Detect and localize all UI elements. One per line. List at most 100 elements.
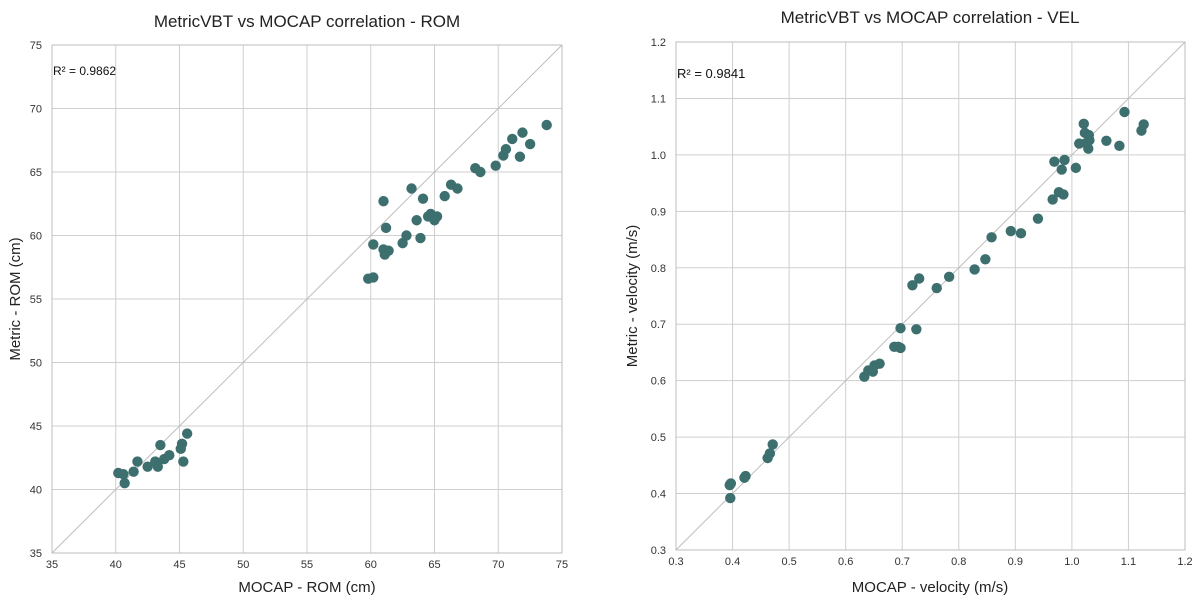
chart-vel-x-tick-label: 0.7 bbox=[895, 556, 910, 568]
chart-vel-y-tick-label: 0.5 bbox=[651, 432, 666, 444]
chart-vel-x-tick-label: 0.4 bbox=[725, 556, 740, 568]
chart-vel-data-point bbox=[931, 282, 942, 294]
chart-rom: MetricVBT vs MOCAP correlation - ROM 35 4… bbox=[7, 12, 568, 596]
chart-vel-y-axis-label: Metric - velocity (m/s) bbox=[624, 225, 641, 368]
chart-rom-data-point bbox=[142, 461, 153, 472]
chart-vel-data-point bbox=[1084, 135, 1095, 146]
chart-vel-y-tick-label: 1.2 bbox=[651, 37, 666, 49]
chart-rom-x-tick-label: 40 bbox=[110, 559, 122, 571]
chart-vel-x-tick-label: 0.6 bbox=[838, 556, 853, 568]
chart-vel-plot-area bbox=[675, 41, 1186, 551]
chart-rom-data-point bbox=[411, 215, 422, 226]
chart-rom-points bbox=[113, 119, 552, 489]
chart-vel-data-point bbox=[1114, 140, 1125, 152]
chart-rom-x-tick-label: 55 bbox=[301, 559, 313, 571]
chart-rom-data-point bbox=[368, 272, 379, 283]
chart-rom-x-tick-label: 75 bbox=[556, 559, 568, 571]
chart-rom-data-point bbox=[368, 239, 379, 250]
chart-vel-x-tick-label: 1.0 bbox=[1064, 556, 1079, 568]
chart-rom-y-axis-label: Metric - ROM (cm) bbox=[7, 237, 24, 360]
chart-vel-y-tick-label: 1.0 bbox=[651, 150, 666, 162]
chart-rom-data-point bbox=[517, 127, 528, 138]
chart-rom-y-tick-label: 65 bbox=[30, 167, 42, 179]
chart-rom-y-tick-label: 75 bbox=[30, 40, 42, 52]
chart-rom-data-point bbox=[507, 133, 518, 145]
chart-rom-data-point bbox=[152, 461, 164, 472]
chart-vel-points bbox=[724, 106, 1149, 504]
chart-vel-data-point bbox=[1058, 189, 1069, 200]
chart-vel-data-point bbox=[1015, 228, 1027, 239]
chart-vel-data-point bbox=[767, 439, 778, 450]
chart-vel-identity-line bbox=[675, 41, 1186, 551]
chart-vel-data-point bbox=[1083, 143, 1094, 154]
chart-rom-data-point bbox=[383, 245, 394, 256]
chart-vel-data-point bbox=[969, 264, 980, 275]
chart-rom-data-point bbox=[181, 428, 193, 439]
chart-rom-x-tick-label: 35 bbox=[46, 559, 58, 571]
chart-vel-y-tick-label: 0.3 bbox=[651, 545, 666, 557]
chart-vel-data-point bbox=[874, 358, 885, 369]
chart-rom-data-point bbox=[417, 193, 429, 204]
chart-vel-data-point bbox=[943, 271, 955, 283]
chart-rom-ticks: 35 40 45 50 55 60 65 70 75 35 40 45 50 55 60 65 70 75 bbox=[30, 40, 568, 571]
chart-vel-data-point bbox=[986, 232, 997, 243]
chart-rom-data-point bbox=[119, 477, 130, 489]
chart-vel-data-point bbox=[895, 322, 906, 334]
chart-rom-data-point bbox=[380, 222, 392, 234]
chart-vel-y-tick-label: 0.9 bbox=[651, 206, 666, 218]
chart-rom-data-point bbox=[164, 450, 175, 461]
chart-rom-plot-area bbox=[51, 44, 563, 554]
chart-vel-data-point bbox=[1070, 162, 1082, 174]
chart-vel-data-point bbox=[725, 478, 737, 489]
chart-rom-x-axis-label: MOCAP - ROM (cm) bbox=[238, 579, 375, 596]
chart-rom-y-tick-label: 45 bbox=[30, 421, 42, 433]
chart-vel-data-point bbox=[1101, 135, 1112, 146]
chart-rom-y-tick-label: 40 bbox=[30, 485, 42, 497]
chart-rom-data-point bbox=[406, 183, 417, 194]
chart-rom-data-point bbox=[118, 469, 129, 480]
chart-vel-x-axis-label: MOCAP - velocity (m/s) bbox=[852, 579, 1008, 596]
chart-rom-x-tick-label: 60 bbox=[365, 559, 377, 571]
chart-rom-y-tick-label: 55 bbox=[30, 294, 42, 306]
chart-vel-y-tick-label: 1.1 bbox=[651, 93, 666, 105]
chart-vel-data-point bbox=[911, 324, 922, 335]
chart-vel-data-point bbox=[1032, 213, 1044, 224]
chart-vel-data-point bbox=[1119, 106, 1130, 118]
chart-vel-data-point bbox=[764, 448, 776, 459]
chart-vel-data-point bbox=[1056, 164, 1067, 175]
chart-vel-y-tick-label: 0.6 bbox=[651, 376, 666, 388]
chart-vel-data-point bbox=[980, 254, 991, 265]
chart-vel-y-tick-label: 0.4 bbox=[651, 489, 666, 501]
chart-rom-x-tick-label: 50 bbox=[237, 559, 249, 571]
chart-rom-data-point bbox=[401, 230, 412, 241]
chart-vel-x-tick-label: 0.3 bbox=[668, 556, 683, 568]
chart-vel-x-tick-label: 0.8 bbox=[951, 556, 966, 568]
chart-vel-data-point bbox=[1078, 118, 1089, 130]
chart-rom-data-point bbox=[128, 466, 139, 477]
chart-rom-data-point bbox=[439, 190, 450, 202]
chart-vel-x-tick-label: 1.2 bbox=[1177, 556, 1192, 568]
chart-rom-data-point bbox=[541, 119, 552, 131]
chart-vel-data-point bbox=[1138, 119, 1149, 130]
chart-rom-y-tick-label: 60 bbox=[30, 231, 42, 243]
chart-vel-data-point bbox=[1005, 225, 1017, 237]
chart-rom-data-point bbox=[452, 183, 463, 194]
chart-rom-data-point bbox=[524, 138, 536, 150]
chart-rom-x-tick-label: 45 bbox=[173, 559, 185, 571]
chart-rom-data-point bbox=[415, 232, 426, 244]
chart-rom-data-point bbox=[132, 456, 143, 467]
chart-rom-title: MetricVBT vs MOCAP correlation - ROM bbox=[154, 12, 460, 31]
chart-rom-data-point bbox=[475, 166, 486, 178]
chart-vel-x-tick-label: 0.9 bbox=[1008, 556, 1023, 568]
chart-vel-data-point bbox=[1047, 194, 1058, 205]
chart-rom-data-point bbox=[431, 211, 443, 222]
chart-vel-x-tick-label: 1.1 bbox=[1121, 556, 1136, 568]
chart-rom-data-point bbox=[178, 456, 189, 467]
chart-vel-data-point bbox=[895, 342, 906, 354]
chart-vel-data-point bbox=[1049, 156, 1060, 167]
chart-vel-data-point bbox=[1059, 154, 1070, 166]
chart-vel-data-point bbox=[725, 492, 736, 504]
chart-rom-data-point bbox=[490, 160, 501, 171]
chart-rom-data-point bbox=[155, 439, 166, 451]
